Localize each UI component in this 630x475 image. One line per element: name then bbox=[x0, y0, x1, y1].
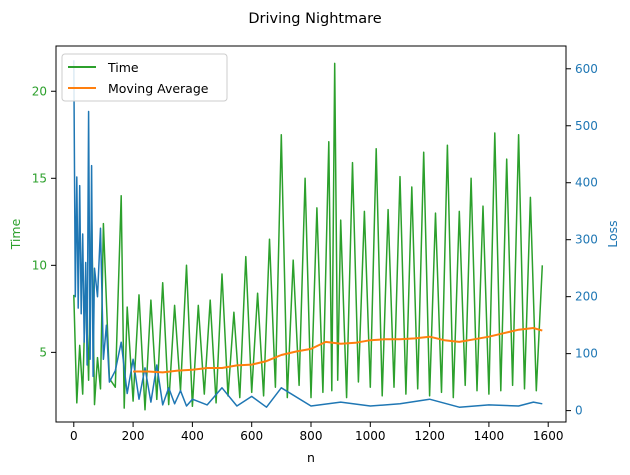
y-right-tick-label: 300 bbox=[575, 233, 598, 247]
chart-title: Driving Nightmare bbox=[248, 11, 381, 27]
y-left-tick-label: 20 bbox=[32, 84, 47, 98]
x-tick-label: 1600 bbox=[533, 429, 564, 443]
x-tick-label: 0 bbox=[70, 429, 78, 443]
legend-box bbox=[61, 53, 228, 102]
x-tick-label: 400 bbox=[181, 429, 204, 443]
x-tick-label: 200 bbox=[122, 429, 145, 443]
y-right-tick-label: 200 bbox=[575, 290, 598, 304]
x-tick-label: 1200 bbox=[414, 429, 445, 443]
legend: Time Moving Average bbox=[61, 53, 228, 102]
y-left-axis-ticks: 5 10 15 20 bbox=[32, 84, 56, 359]
y-right-tick-label: 400 bbox=[575, 176, 598, 190]
y-left-tick-label: 15 bbox=[32, 171, 47, 185]
legend-label-time: Time bbox=[107, 60, 139, 75]
series-line-moving-average bbox=[133, 327, 543, 374]
y-right-tick-label: 100 bbox=[575, 347, 598, 361]
y-right-axis-label: Loss bbox=[605, 220, 620, 247]
y-left-tick-label: 10 bbox=[32, 258, 47, 272]
x-tick-label: 1400 bbox=[474, 429, 505, 443]
x-tick-label: 800 bbox=[300, 429, 323, 443]
y-left-tick-label: 5 bbox=[39, 345, 47, 359]
y-right-tick-label: 600 bbox=[575, 62, 598, 76]
y-right-tick-label: 500 bbox=[575, 119, 598, 133]
plot-area bbox=[55, 45, 567, 423]
y-right-axis-ticks: 0 100 200 300 400 500 600 bbox=[566, 62, 598, 418]
series-line-loss bbox=[73, 60, 543, 408]
legend-label-moving-average: Moving Average bbox=[108, 81, 209, 96]
x-axis-label: n bbox=[307, 450, 315, 465]
x-tick-label: 600 bbox=[240, 429, 263, 443]
y-right-tick-label: 0 bbox=[575, 404, 583, 418]
x-axis-ticks: 0 200 400 600 800 1000 1200 1400 1600 bbox=[70, 422, 564, 443]
y-left-axis-label: Time bbox=[8, 218, 23, 250]
series-line-time bbox=[73, 62, 544, 411]
series-layer bbox=[73, 60, 544, 411]
x-tick-label: 1000 bbox=[355, 429, 386, 443]
